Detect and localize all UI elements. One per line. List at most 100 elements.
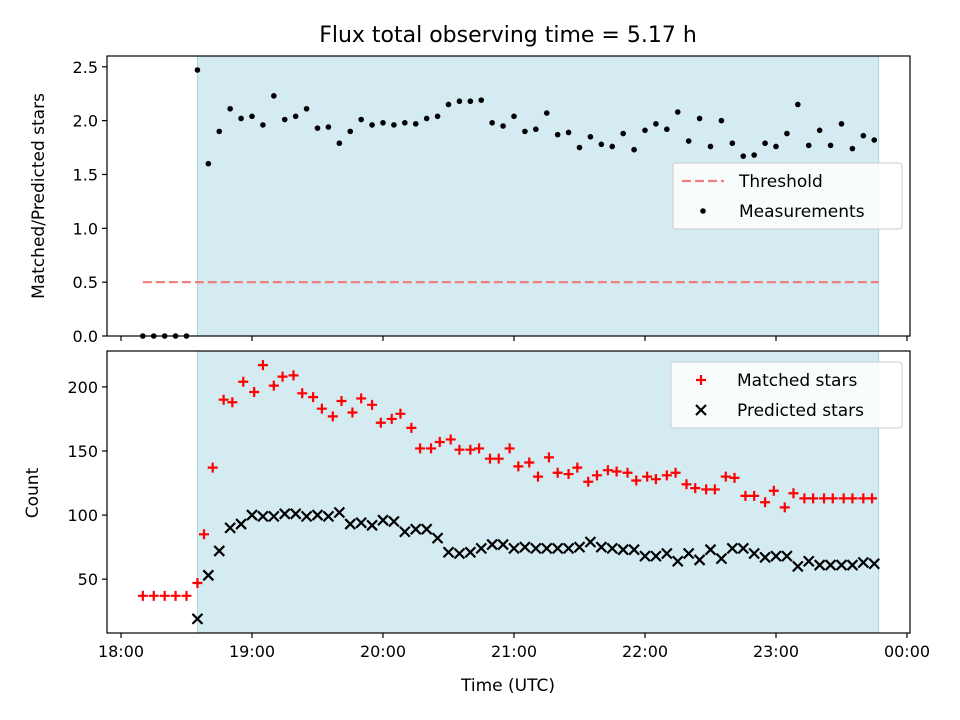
measurement-point (784, 130, 790, 137)
measurement-point (642, 127, 648, 134)
measurement-point (347, 128, 354, 135)
predicted-point (311, 509, 324, 521)
matched-point (602, 465, 613, 476)
matched-point (192, 578, 203, 589)
measurement-point (402, 119, 408, 126)
y-tick-label: 2.5 (73, 58, 98, 77)
measurement-point (620, 130, 626, 137)
matched-point (808, 493, 819, 504)
y-tick-label: 200 (67, 378, 98, 397)
predicted-point (278, 508, 291, 520)
matched-point (249, 387, 260, 398)
matched-point (257, 360, 268, 371)
legend: Matched stars Predicted stars (670, 361, 903, 429)
matched-point (356, 393, 367, 404)
matched-point (406, 422, 417, 433)
matched-point (181, 590, 192, 601)
matched-point (297, 388, 308, 399)
matched-point (415, 443, 426, 454)
x-tick-label: 21:00 (491, 642, 537, 661)
y-tick-label: 0.0 (73, 327, 98, 346)
y-tick-label: 1.5 (73, 165, 98, 184)
predicted-point (377, 514, 389, 526)
legend-matched-swatch (696, 375, 706, 385)
matched-point (583, 476, 594, 487)
matched-point (207, 462, 218, 473)
matched-point (779, 502, 790, 513)
measurement-point (609, 143, 616, 150)
series-1 (191, 506, 881, 625)
measurement-point (303, 105, 310, 112)
legend-label: Predicted stars (737, 401, 864, 421)
measurement-point (533, 126, 539, 133)
top-y-axis-label: Matched/Predicted stars (29, 93, 49, 299)
matched-point (827, 493, 838, 504)
bottom-panel: 18:00 19:00 20:00 21:00 22:00 23:00 00:00 50 100… (67, 350, 930, 661)
predicted-point (573, 541, 586, 553)
matched-point (426, 443, 437, 454)
matched-point (288, 370, 299, 381)
matched-point (316, 403, 327, 414)
measurement-point (467, 98, 474, 105)
matched-point (622, 467, 633, 478)
measurement-point (216, 128, 223, 135)
measurement-point (500, 123, 506, 129)
predicted-point (508, 542, 520, 555)
measurement-point (478, 97, 485, 103)
matched-point (198, 529, 209, 540)
predicted-point (322, 510, 335, 523)
predicted-point (530, 542, 542, 555)
matched-point (375, 417, 386, 428)
measurement-point (762, 140, 768, 147)
matched-point (327, 411, 338, 422)
matched-point (858, 493, 869, 504)
y-tick-label: 100 (67, 506, 98, 525)
measurement-point (281, 116, 288, 123)
measurement-point (849, 145, 856, 152)
measurement-point (336, 140, 343, 147)
legend-label: Matched stars (737, 371, 857, 391)
predicted-point (246, 509, 258, 521)
predicted-point (551, 542, 564, 555)
matched-point (227, 397, 238, 408)
matched-point (159, 590, 170, 601)
predicted-point (344, 518, 357, 530)
y-tick-label: 150 (67, 442, 98, 461)
predicted-point (606, 542, 619, 555)
matched-point (563, 469, 574, 480)
measurement-point (718, 117, 725, 124)
measurement-point (314, 125, 321, 131)
measurement-point (445, 101, 452, 108)
matched-point (524, 457, 535, 468)
measurement-point (358, 116, 364, 123)
predicted-point (300, 510, 313, 523)
measurement-point (292, 113, 299, 120)
matched-point (768, 485, 779, 496)
legend-label: Measurements (739, 202, 865, 222)
bottom-y-axis-label: Count (23, 467, 43, 518)
predicted-point (497, 538, 509, 551)
matched-point (661, 470, 672, 481)
measurement-point (751, 152, 757, 158)
x-tick-label: 18:00 (98, 642, 144, 661)
matched-point (740, 490, 751, 501)
measurement-point (653, 121, 659, 127)
measurement-point (598, 141, 605, 148)
matched-point (513, 461, 524, 472)
matched-point (819, 493, 830, 504)
y-tick-label: 2.0 (73, 112, 98, 131)
measurement-point (456, 98, 463, 105)
x-tick-label: 20:00 (360, 642, 406, 661)
predicted-point (781, 550, 793, 562)
measurement-point (729, 140, 736, 147)
predicted-point (431, 532, 444, 544)
measurement-point (795, 101, 801, 108)
predicted-point (388, 515, 400, 528)
measurement-point (238, 115, 244, 122)
predicted-point (802, 555, 815, 567)
predicted-point (453, 547, 466, 560)
matched-point (611, 466, 622, 477)
matched-point (572, 462, 583, 473)
matched-point (709, 484, 720, 495)
